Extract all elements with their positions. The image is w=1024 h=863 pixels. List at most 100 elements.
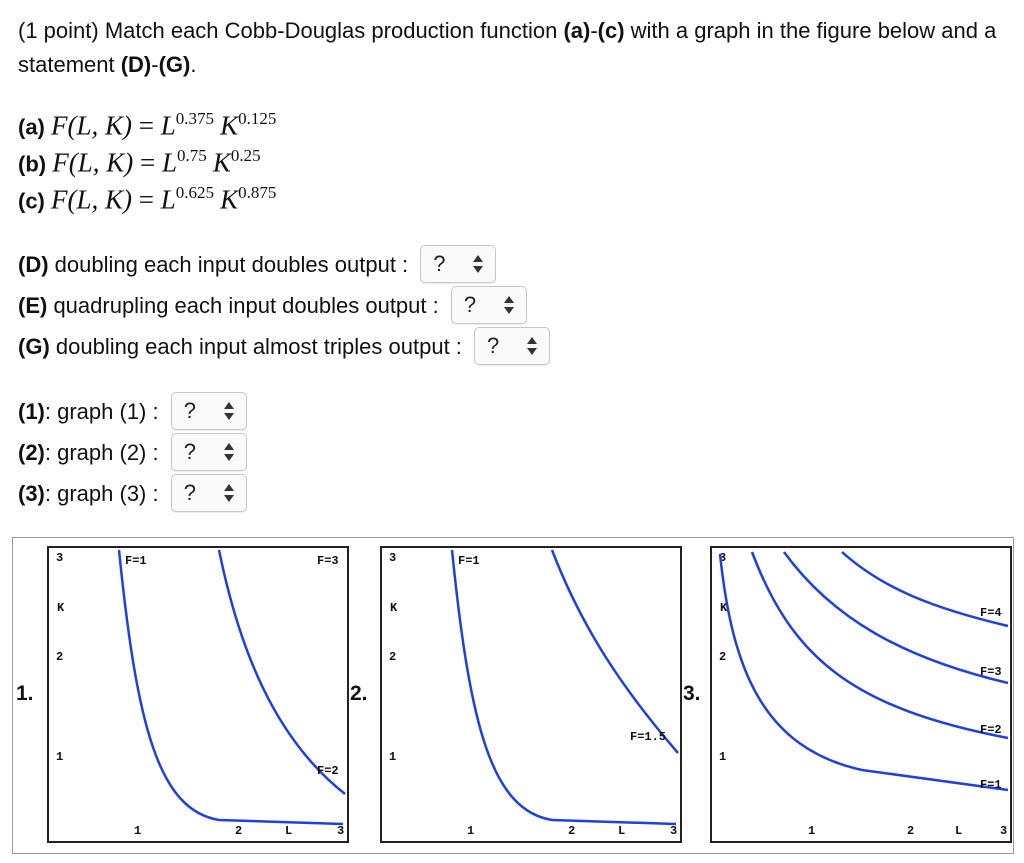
- x-axis-label: L: [618, 824, 625, 838]
- select-value: ?: [487, 333, 500, 359]
- graph-panel-2: 3 K 2 1 1 2 L 3 F=1 F=1.5: [380, 546, 682, 843]
- y-tick-1: 1: [389, 750, 396, 764]
- curve-label: F=1: [980, 778, 1002, 792]
- x-tick-2: 2: [235, 824, 242, 838]
- up-down-arrows-icon: [223, 402, 234, 421]
- problem-intro: (1 point) Match each Cobb-Douglas produc…: [18, 14, 1008, 82]
- isoquant-curve: [750, 551, 1009, 740]
- var-l: L: [161, 147, 177, 178]
- panel-3-plot: 3 K 2 1 1 2 L 3 F=4 F=3 F=2 F=1: [718, 551, 1009, 838]
- graph-1-select[interactable]: ?: [170, 392, 247, 431]
- select-value: ?: [433, 251, 446, 277]
- graph-text: : graph (2) :: [44, 440, 165, 465]
- y-tick-2: 2: [719, 650, 726, 664]
- intro-dash: -: [151, 52, 159, 77]
- statement-text: quadrupling each input doubles output :: [47, 293, 445, 318]
- exponent-k: 0.25: [230, 146, 261, 165]
- select-value: ?: [183, 480, 196, 506]
- graph-key: (1): [18, 399, 45, 424]
- function-lhs: F(L, K): [51, 110, 133, 141]
- isoquant-curve: [718, 553, 1009, 792]
- var-k: K: [220, 110, 239, 141]
- y-tick-3: 3: [389, 551, 396, 565]
- y-tick-3: 3: [719, 551, 726, 565]
- var-k: K: [220, 184, 239, 215]
- y-tick-2: 2: [389, 650, 396, 664]
- y-tick-2: 2: [56, 650, 63, 664]
- panel-2-plot: 3 K 2 1 1 2 L 3 F=1 F=1.5: [389, 549, 679, 838]
- curve-label: F=1: [458, 554, 480, 568]
- graph-3-select[interactable]: ?: [170, 474, 247, 513]
- intro-ref-d: (D): [120, 52, 152, 77]
- statement-d-select[interactable]: ?: [420, 245, 497, 284]
- equals-sign: =: [133, 147, 162, 178]
- var-l: L: [160, 184, 176, 215]
- graph-3-row: (3): graph (3) : ?: [18, 474, 247, 514]
- graph-text: : graph (1) :: [44, 399, 165, 424]
- graph-figure: 1. 2. 3. 3 K 2 1 1 2 L 3 F=1 F=3 F=2 3 K…: [12, 537, 1014, 854]
- y-axis-label: K: [390, 601, 398, 615]
- graph-1-row: (1): graph (1) : ?: [18, 392, 247, 432]
- graph-panel-3: 3 K 2 1 1 2 L 3 F=4 F=3 F=2 F=1: [710, 546, 1012, 843]
- select-value: ?: [463, 292, 477, 318]
- statement-e-select[interactable]: ?: [450, 286, 527, 325]
- graph-key: (3): [18, 481, 45, 506]
- function-label: (a): [18, 114, 45, 140]
- intro-ref-a: (a): [563, 18, 591, 43]
- y-tick-3: 3: [56, 551, 63, 565]
- exponent-k: 0.125: [238, 109, 277, 128]
- graph-2-row: (2): graph (2) : ?: [18, 433, 247, 473]
- statement-e: (E) quadrupling each input doubles outpu…: [18, 286, 527, 326]
- equals-sign: =: [132, 110, 161, 141]
- function-b: (b) F(L, K) = L0.75 K0.25: [18, 140, 261, 178]
- intro-end: .: [190, 52, 197, 77]
- graph-panel-1: 3 K 2 1 1 2 L 3 F=1 F=3 F=2: [47, 546, 349, 843]
- select-value: ?: [183, 398, 196, 424]
- statement-d: (D) doubling each input doubles output :…: [18, 245, 497, 285]
- statement-key: (D): [18, 252, 49, 277]
- var-l: L: [160, 110, 176, 141]
- x-tick-3: 3: [337, 824, 344, 838]
- exponent-l: 0.625: [175, 183, 215, 202]
- up-down-arrows-icon: [527, 337, 538, 356]
- up-down-arrows-icon: [223, 443, 234, 462]
- y-tick-1: 1: [719, 750, 726, 764]
- isoquant-curve: [841, 551, 1009, 628]
- up-down-arrows-icon: [473, 255, 484, 274]
- curve-label: F=4: [980, 606, 1002, 620]
- function-lhs: F(L, K): [52, 147, 134, 178]
- isoquant-curve: [450, 549, 677, 826]
- x-tick-2: 2: [568, 824, 575, 838]
- equals-sign: =: [132, 184, 161, 215]
- y-axis-label: K: [720, 601, 728, 615]
- x-tick-2: 2: [907, 824, 914, 838]
- y-axis-label: K: [57, 601, 65, 615]
- statement-g-select[interactable]: ?: [474, 327, 551, 366]
- exponent-k: 0.875: [238, 183, 277, 202]
- curve-label: F=3: [980, 665, 1002, 679]
- intro-ref-g: (G): [158, 52, 191, 77]
- function-a: (a) F(L, K) = L0.375 K0.125: [18, 103, 277, 141]
- function-label: (b): [18, 151, 47, 177]
- graph-2-select[interactable]: ?: [170, 433, 247, 472]
- x-tick-3: 3: [670, 824, 677, 838]
- intro-text: (1 point) Match each Cobb-Douglas produc…: [18, 18, 564, 43]
- x-tick-1: 1: [134, 824, 141, 838]
- exponent-l: 0.75: [176, 146, 207, 165]
- panel-1-number: 1.: [16, 682, 34, 705]
- intro-dash: -: [590, 18, 598, 43]
- isoquant-curve: [550, 549, 679, 754]
- statement-key: (E): [18, 293, 48, 318]
- panel-3-number: 3.: [683, 682, 701, 705]
- exponent-l: 0.375: [175, 109, 215, 128]
- function-lhs: F(L, K): [51, 184, 133, 215]
- x-tick-1: 1: [808, 824, 815, 838]
- statement-g: (G) doubling each input almost triples o…: [18, 327, 551, 367]
- isoquant-curve: [117, 549, 344, 826]
- x-tick-3: 3: [1000, 824, 1007, 838]
- curve-label: F=3: [317, 554, 339, 568]
- panel-2-number: 2.: [350, 682, 368, 705]
- statement-text: doubling each input almost triples outpu…: [49, 334, 469, 359]
- curve-label: F=2: [317, 764, 339, 778]
- statement-key: (G): [18, 334, 50, 359]
